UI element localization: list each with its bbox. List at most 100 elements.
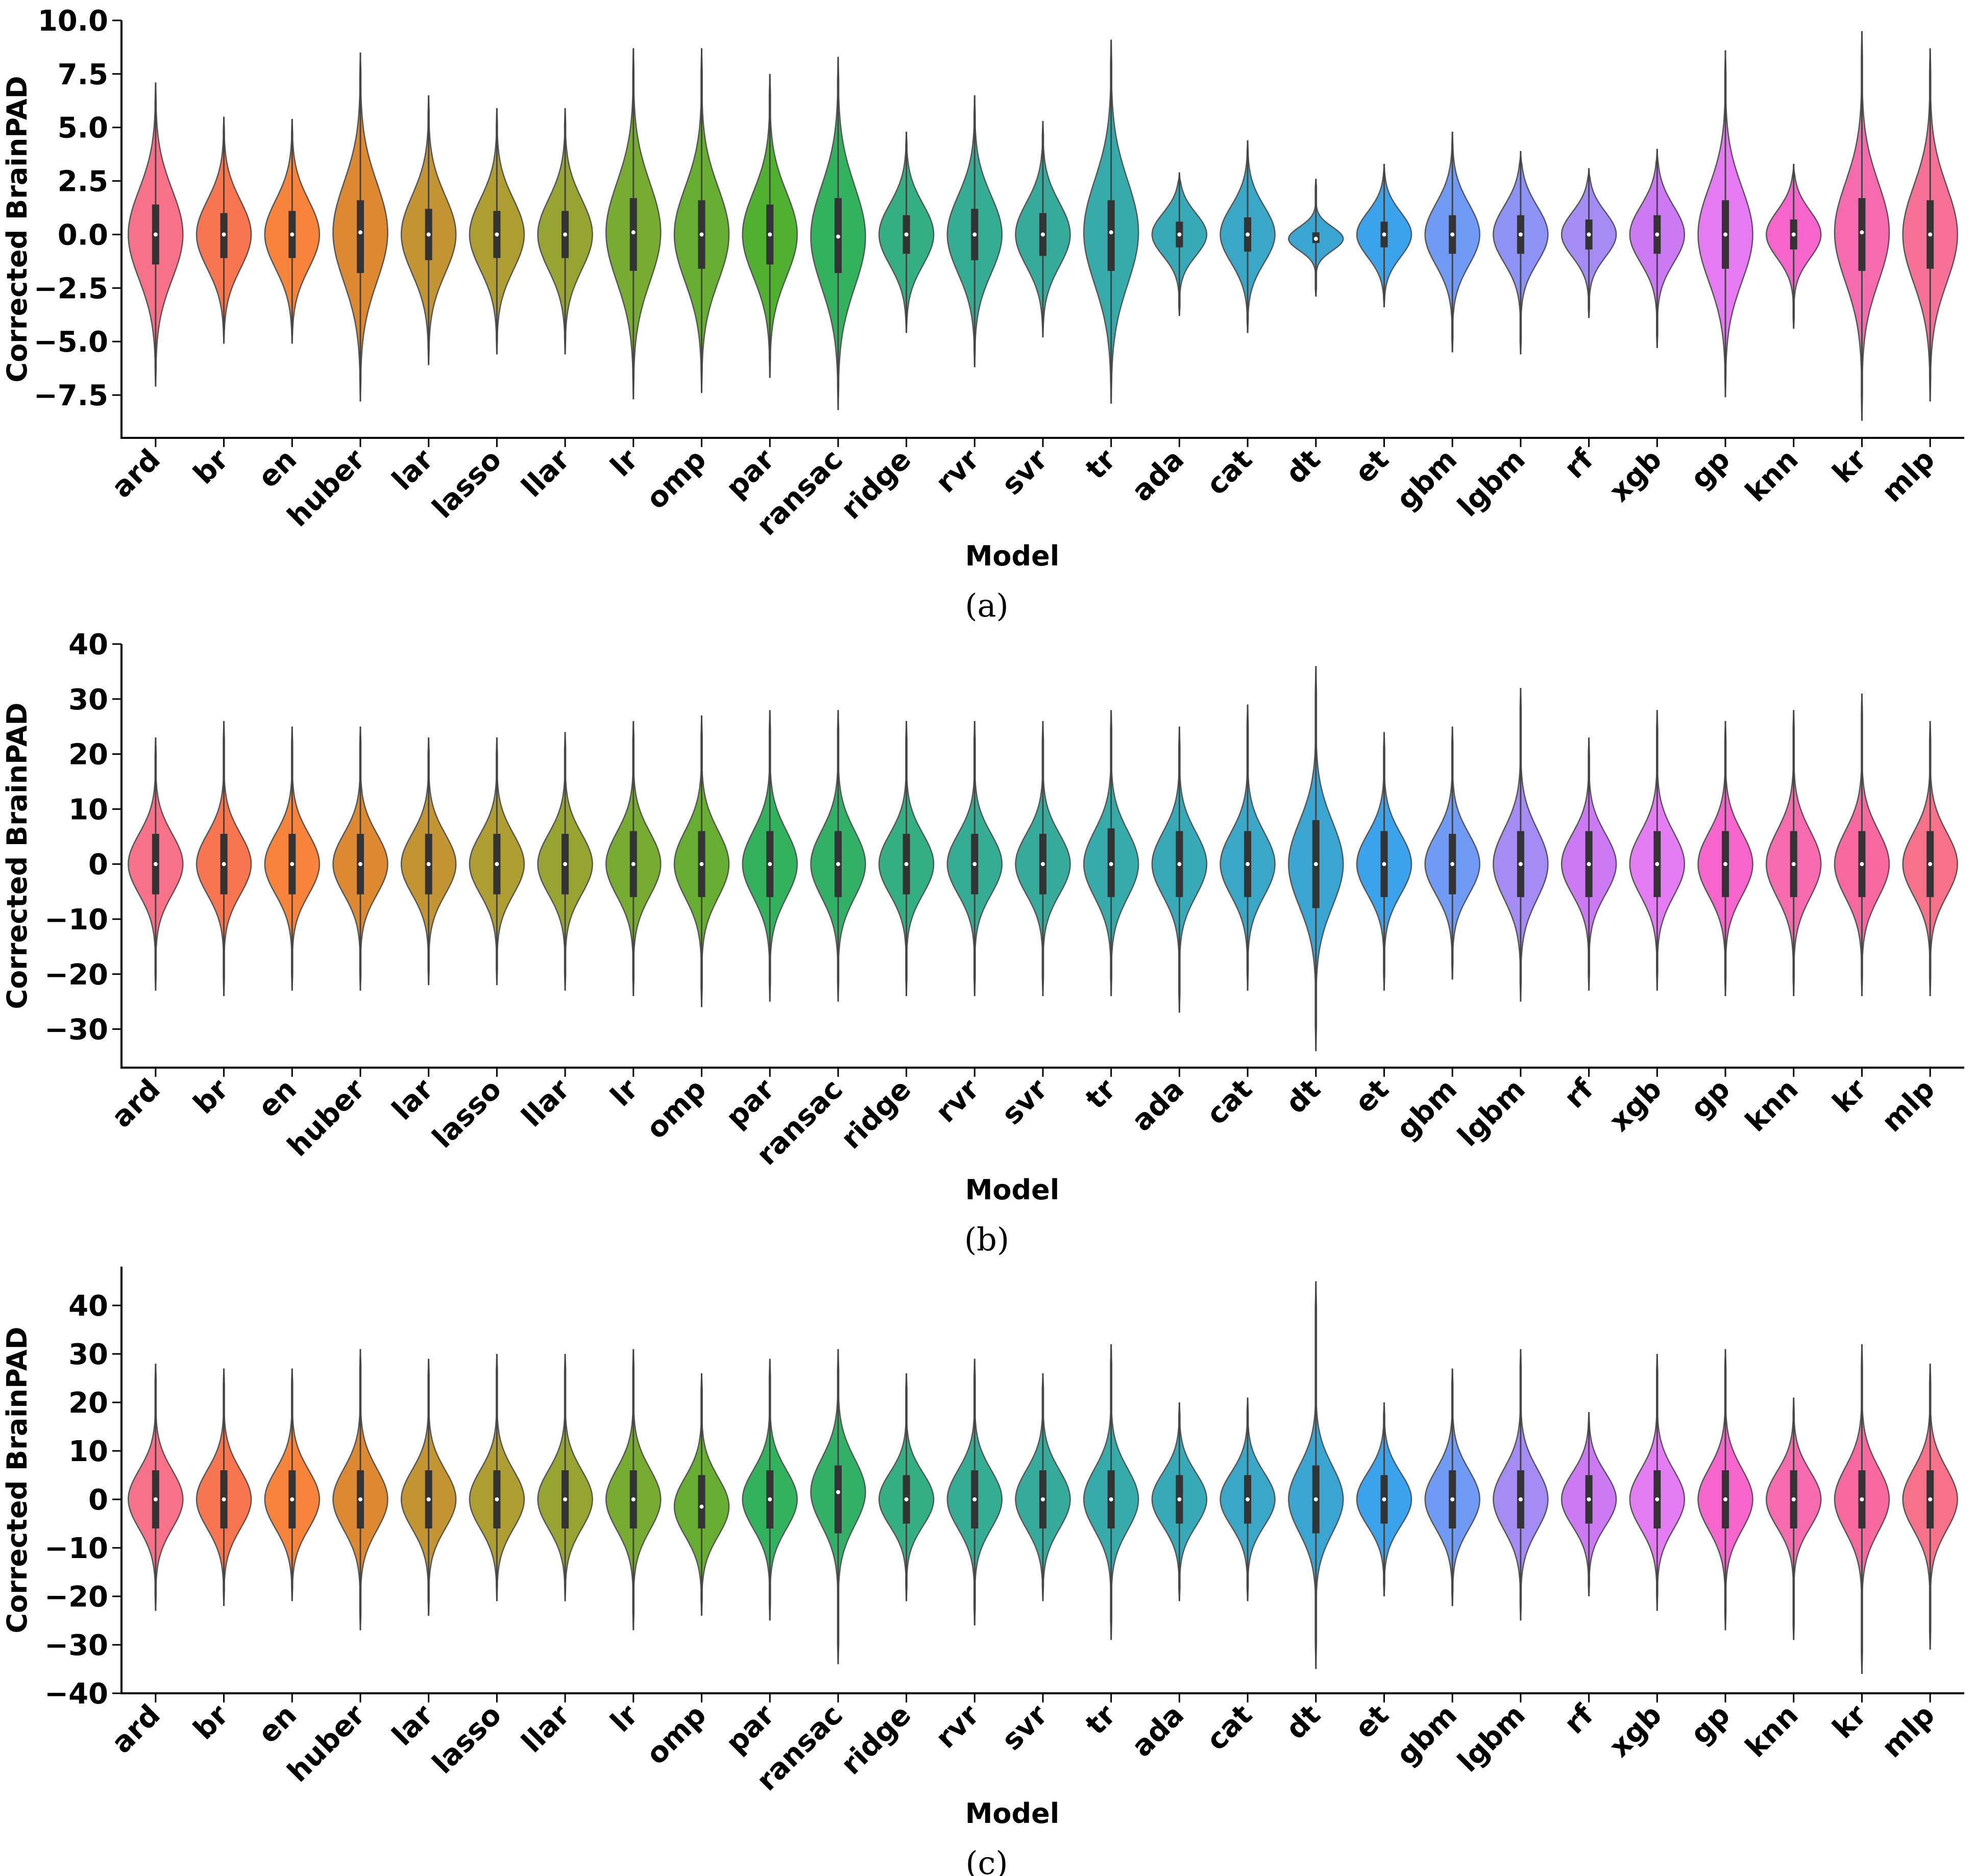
violin-median — [1246, 232, 1250, 237]
violin-svr — [1015, 1373, 1071, 1601]
x-tick-label: lar — [386, 443, 440, 497]
x-tick-label: lr — [604, 1698, 645, 1739]
x-tick-label: svr — [995, 1073, 1054, 1131]
violin-dt — [1288, 666, 1344, 1051]
violin-knn — [1766, 164, 1822, 329]
violin-ada — [1151, 1402, 1208, 1601]
violin-omp — [673, 48, 730, 393]
x-tick-label: cat — [1200, 1698, 1259, 1757]
x-tick-label: gp — [1684, 443, 1737, 496]
y-tick-label: 40 — [68, 628, 108, 661]
violin-median — [1655, 1497, 1660, 1501]
x-axis-title: Model — [965, 540, 1060, 572]
violin-median — [1177, 232, 1182, 237]
violin-median — [1928, 232, 1933, 237]
violin-lgbm — [1493, 1349, 1549, 1621]
violin-median — [290, 232, 295, 237]
x-tick-label: gp — [1684, 1073, 1737, 1125]
violin-median — [1860, 1497, 1864, 1501]
violin-llar — [537, 1353, 593, 1601]
x-tick-label: xgb — [1603, 1073, 1668, 1138]
x-tick-label: br — [187, 443, 235, 491]
violin-median — [290, 1497, 295, 1501]
y-tick-label: −20 — [44, 1581, 108, 1614]
x-tick-label: lar — [386, 1698, 440, 1752]
violin-lgbm — [1493, 151, 1549, 355]
violin-en — [264, 118, 320, 344]
y-tick-label: 10.0 — [38, 5, 108, 38]
violin-br — [196, 721, 252, 996]
x-tick-label: dt — [1279, 443, 1327, 490]
violin-median — [1450, 232, 1455, 237]
x-axis-title: Model — [965, 1797, 1060, 1830]
violin-mlp — [1902, 721, 1958, 996]
x-tick-label: rf — [1558, 1072, 1600, 1115]
y-tick-label: 2.5 — [58, 165, 108, 199]
y-tick-label: −30 — [44, 1014, 108, 1047]
violin-ransac — [810, 1349, 866, 1665]
panel-caption: (b) — [964, 1221, 1009, 1258]
violin-ransac — [810, 57, 866, 410]
violin-lasso — [469, 1353, 525, 1601]
violin-rvr — [946, 1359, 1003, 1626]
violin-median — [1791, 862, 1796, 867]
violin-median — [1791, 1497, 1796, 1501]
x-tick-label: lgbm — [1451, 1698, 1531, 1779]
x-tick-label: tr — [1079, 1698, 1123, 1742]
violin-median — [1928, 1497, 1933, 1501]
violin-par — [742, 73, 798, 378]
x-tick-label: svr — [995, 1698, 1054, 1757]
x-tick-label: lasso — [426, 1698, 508, 1781]
violin-ard — [128, 82, 184, 387]
violin-llar — [537, 108, 593, 355]
x-tick-label: omp — [640, 1698, 713, 1771]
violin-lasso — [469, 108, 525, 355]
y-tick-label: 0.0 — [58, 218, 108, 252]
violin-median — [699, 862, 704, 867]
violin-kr — [1834, 1344, 1890, 1674]
violin-median — [1928, 862, 1933, 867]
violin-iqr-box — [629, 198, 637, 271]
violin-rvr — [946, 721, 1003, 996]
x-tick-label: lr — [604, 443, 645, 483]
x-tick-label: mlp — [1875, 1073, 1941, 1139]
violin-median — [1587, 232, 1591, 237]
violin-iqr-box — [1858, 198, 1866, 271]
x-tick-label: rvr — [929, 443, 986, 500]
violin-median — [222, 1497, 226, 1501]
violin-median — [1177, 862, 1182, 867]
x-tick-label: huber — [281, 443, 372, 533]
panel-caption: (a) — [965, 587, 1008, 624]
x-tick-label: lasso — [426, 443, 508, 525]
violin-median — [495, 232, 499, 237]
violin-br — [196, 116, 252, 344]
x-tick-label: rvr — [929, 1073, 986, 1129]
violin-median — [1791, 232, 1796, 237]
violin-rf — [1561, 1412, 1617, 1597]
violin-median — [1860, 862, 1864, 867]
violin-median — [1041, 232, 1045, 237]
x-tick-label: ard — [105, 1698, 167, 1760]
x-tick-label: mlp — [1875, 1698, 1941, 1764]
violin-median — [836, 862, 840, 867]
violin-knn — [1766, 710, 1822, 996]
y-tick-label: −40 — [44, 1677, 108, 1711]
violin-dt — [1288, 179, 1344, 297]
violin-ridge — [878, 132, 935, 333]
x-tick-label: ada — [1126, 1698, 1191, 1764]
violin-median — [1382, 862, 1386, 867]
y-tick-label: 20 — [68, 1387, 108, 1420]
x-tick-label: dt — [1279, 1073, 1327, 1120]
x-tick-label: par — [720, 1698, 782, 1760]
violin-omp — [673, 1373, 730, 1616]
x-tick-label: lar — [386, 1073, 440, 1127]
violin-svr — [1015, 721, 1071, 996]
y-tick-label: −2.5 — [34, 272, 108, 305]
violin-ard — [128, 1363, 184, 1611]
x-tick-label: rf — [1558, 1698, 1600, 1740]
x-tick-label: par — [720, 1073, 782, 1134]
violin-knn — [1766, 1397, 1822, 1640]
y-axis-title: Corrected BrainPAD — [1, 76, 33, 383]
violin-et — [1356, 732, 1412, 991]
x-tick-label: kr — [1826, 1698, 1873, 1745]
